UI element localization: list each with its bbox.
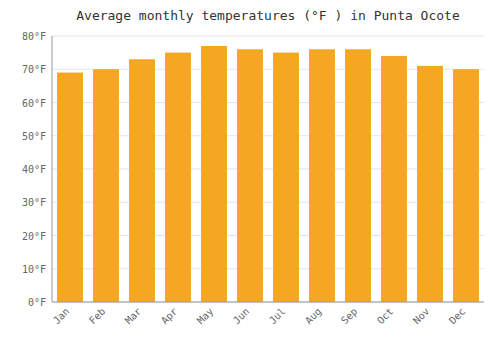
- x-tick-label: Jan: [51, 306, 72, 327]
- y-tick-label: 30°F: [22, 197, 46, 208]
- chart: Average monthly temperatures (°F ) in Pu…: [0, 0, 500, 350]
- x-tick-label: Nov: [411, 306, 432, 327]
- bar: [57, 73, 83, 302]
- x-tick-label: Jul: [267, 306, 288, 327]
- x-tick-label: Aug: [303, 306, 324, 327]
- x-tick-label: Oct: [375, 306, 396, 327]
- bar: [453, 69, 479, 302]
- bar: [345, 49, 371, 302]
- bar: [273, 53, 299, 302]
- bar: [417, 66, 443, 302]
- y-tick-label: 40°F: [22, 164, 46, 175]
- y-tick-label: 60°F: [22, 98, 46, 109]
- y-tick-label: 50°F: [22, 131, 46, 142]
- bar: [93, 69, 119, 302]
- bar: [201, 46, 227, 302]
- x-axis-line: [52, 302, 484, 303]
- bar: [165, 53, 191, 302]
- grid-line: [52, 302, 484, 303]
- x-tick-label: Feb: [87, 306, 108, 327]
- bars: [57, 46, 479, 302]
- title: Average monthly temperatures (°F ) in Pu…: [76, 8, 460, 23]
- y-tick-label: 0°F: [28, 297, 46, 308]
- bar: [237, 49, 263, 302]
- y-tick-label: 20°F: [22, 231, 46, 242]
- x-tick-label: May: [195, 306, 216, 327]
- y-axis-line: [52, 36, 53, 302]
- x-tick-label: Mar: [123, 306, 144, 327]
- bar: [381, 56, 407, 302]
- bar: [129, 59, 155, 302]
- x-tick-label: Sep: [339, 306, 360, 327]
- grid: [52, 36, 484, 302]
- x-tick-label: Dec: [447, 306, 468, 327]
- x-tick-label: Jun: [231, 306, 252, 327]
- bar: [309, 49, 335, 302]
- y-tick-label: 80°F: [22, 31, 46, 42]
- grid-line: [52, 36, 484, 37]
- x-tick-label: Apr: [159, 306, 180, 327]
- y-tick-label: 70°F: [22, 64, 46, 75]
- y-tick-label: 10°F: [22, 264, 46, 275]
